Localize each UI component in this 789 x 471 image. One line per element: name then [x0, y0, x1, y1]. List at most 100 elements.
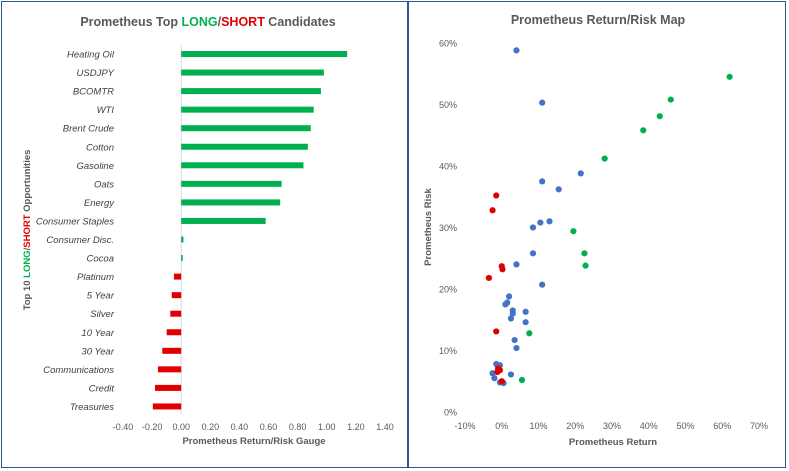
scatter-point-blue: [511, 336, 518, 344]
bar: [181, 217, 266, 224]
scatter-point-blue: [489, 370, 496, 377]
bar: [181, 162, 304, 169]
panel-divider: [407, 1, 409, 468]
scatter-point-red: [493, 328, 500, 335]
category-label: USDJPY: [77, 68, 115, 79]
category-label: WTI: [97, 105, 115, 116]
y-tick-label: 50%: [439, 100, 457, 110]
scatter-chart-x-axis-label: Prometheus Return: [569, 437, 657, 448]
scatter-point-blue: [513, 261, 520, 268]
category-label: Communications: [43, 365, 114, 376]
bar: [166, 329, 182, 336]
scatter-point-blue: [506, 293, 513, 300]
scatter-point-blue: [513, 47, 520, 54]
category-label: BCOMTR: [73, 87, 114, 98]
scatter-point-green: [581, 250, 588, 257]
scatter-point-green: [570, 228, 577, 235]
bar: [181, 51, 348, 57]
scatter-point-red: [498, 378, 505, 385]
bar: [181, 143, 308, 150]
category-label: Consumer Disc.: [46, 235, 114, 246]
bar-chart-x-ticks: -0.40 -0.20 0.00 0.20 0.40 0.60 0.80 1.00 1.20 1.…: [113, 422, 394, 432]
title-span: LONG: [181, 15, 217, 29]
scatter-chart-y-ticks: 0% 10% 20% 30% 40% 50% 60%: [439, 39, 457, 418]
scatter-point-blue: [522, 308, 529, 315]
scatter-chart-points: [485, 47, 733, 387]
scatter-chart-title: Prometheus Return/Risk Map: [511, 13, 686, 27]
category-label: 30 Year: [81, 346, 114, 357]
bar-chart-bars: [152, 51, 348, 410]
scatter-point-blue: [529, 250, 537, 257]
scatter-point-green: [582, 262, 589, 269]
scatter-point-blue: [555, 186, 562, 193]
scatter-point-blue: [539, 178, 546, 185]
title-span: SHORT: [22, 214, 33, 247]
x-tick-label: 50%: [676, 421, 694, 431]
bar: [157, 366, 182, 373]
bar: [181, 125, 311, 132]
category-label: 10 Year: [81, 328, 114, 339]
x-tick-label: 0.80: [289, 422, 307, 432]
bar: [181, 236, 184, 243]
title-span: Candidates: [265, 15, 336, 29]
title-span: /: [22, 247, 33, 250]
scatter-point-blue: [513, 344, 520, 352]
category-label: Cocoa: [87, 254, 114, 265]
scatter-chart-y-axis-label: Prometheus Risk: [423, 187, 434, 265]
title-span: SHORT: [221, 15, 265, 29]
scatter-point-blue: [537, 219, 544, 226]
bar: [155, 384, 182, 391]
scatter-point-blue: [522, 319, 529, 326]
x-tick-label: 70%: [750, 421, 768, 431]
x-tick-label: -0.20: [142, 422, 163, 432]
title-span: Prometheus Top: [80, 15, 181, 29]
bar: [152, 403, 182, 410]
category-label: Gasoline: [77, 161, 115, 172]
y-tick-label: 60%: [439, 39, 457, 49]
bar-chart-categories: Heating Oil USDJPY BCOMTR WTI Brent Crude Cot…: [36, 50, 115, 413]
scatter-point-green: [640, 127, 647, 134]
category-label: Credit: [89, 383, 115, 394]
scatter-chart-x-ticks: -10% 0% 10% 20% 30% 40% 50% 60% 70%: [454, 421, 768, 431]
category-label: Oats: [94, 179, 114, 190]
scatter-point-green: [656, 113, 663, 120]
y-tick-label: 0%: [444, 408, 457, 418]
scatter-point-red: [499, 266, 506, 273]
scatter-point-blue: [507, 315, 515, 322]
bar: [171, 292, 182, 299]
bar: [181, 199, 281, 206]
bar: [162, 347, 182, 354]
scatter-point-green: [726, 73, 733, 80]
x-tick-label: 60%: [713, 421, 731, 431]
bar: [181, 88, 321, 95]
category-label: Energy: [84, 198, 115, 209]
title-span: Opportunities: [22, 150, 33, 215]
bar: [181, 255, 183, 262]
x-tick-label: 0.40: [231, 422, 249, 432]
category-label: Silver: [90, 309, 115, 320]
category-label: Treasuries: [70, 402, 114, 413]
title-span: /: [218, 15, 222, 29]
scatter-point-green: [667, 96, 674, 103]
scatter-point-blue: [491, 375, 498, 382]
scatter-point-blue: [502, 301, 509, 308]
scatter-point-red: [496, 367, 504, 374]
x-tick-label: 0.00: [172, 422, 190, 432]
scatter-point-green: [526, 330, 533, 337]
x-tick-label: 0%: [495, 421, 508, 431]
title-span: LONG: [22, 250, 33, 277]
x-tick-label: 1.20: [347, 422, 365, 432]
scatter-point-blue: [539, 281, 546, 288]
category-label: Brent Crude: [63, 124, 114, 135]
bar: [170, 310, 182, 317]
category-label: Platinum: [77, 272, 114, 283]
y-tick-label: 40%: [439, 162, 457, 172]
scatter-point-blue: [509, 310, 516, 317]
scatter-point-blue: [529, 224, 537, 231]
scatter-point-green: [518, 376, 526, 384]
y-tick-label: 20%: [439, 285, 457, 295]
scatter-point-blue: [539, 99, 546, 106]
bar: [181, 180, 282, 187]
scatter-point-red: [493, 192, 500, 199]
